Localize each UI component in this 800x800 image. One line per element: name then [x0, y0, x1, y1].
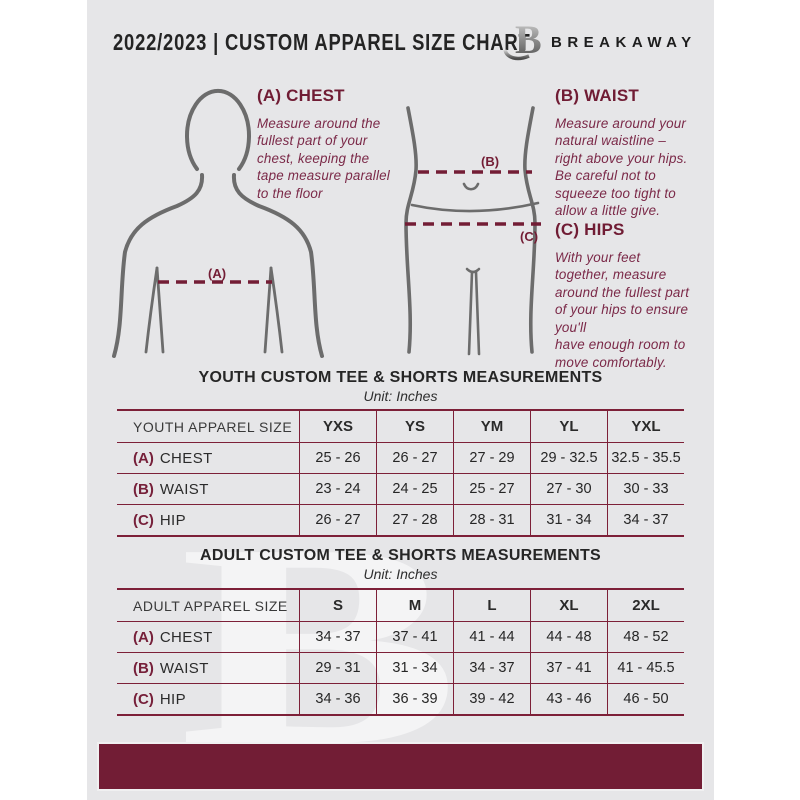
measurement-value: 26 - 27	[299, 505, 376, 535]
row-label: (B) WAIST	[117, 653, 299, 683]
waist-line-label: (B)	[481, 154, 499, 169]
row-label-prefix: (B)	[133, 480, 154, 498]
size-column-header: M	[376, 590, 453, 621]
size-column-header: S	[299, 590, 376, 621]
measurement-value: 37 - 41	[376, 622, 453, 652]
measurement-value: 24 - 25	[376, 474, 453, 504]
measurement-value: 34 - 36	[299, 684, 376, 714]
measurement-row: (B) WAIST 29 - 31 31 - 34 34 - 37 37 - 41 41 -…	[117, 653, 684, 684]
brand-watermark-letter: B	[179, 484, 460, 800]
row-label: (A) CHEST	[117, 443, 299, 473]
measurement-value: 26 - 27	[376, 443, 453, 473]
hips-body-text: With your feet together, measure around …	[555, 250, 690, 370]
row-label-text: CHEST	[159, 628, 213, 646]
row-label: (C) HIP	[117, 684, 299, 714]
adult-table-unit: Unit: Inches	[363, 566, 438, 582]
measurement-value: 31 - 34	[376, 653, 453, 683]
measurement-value: 32.5 - 35.5	[607, 443, 684, 473]
measurement-row: (C) HIP 26 - 27 27 - 28 28 - 31 31 - 34 34 - 3…	[117, 505, 684, 535]
measurement-value: 39 - 42	[453, 684, 530, 714]
row-label-prefix: (B)	[133, 659, 154, 677]
row-label: (A) CHEST	[117, 622, 299, 652]
waist-instructions: (B) WAIST Measure around your natural wa…	[555, 86, 713, 220]
measurement-value: 37 - 41	[530, 653, 607, 683]
measurement-value: 43 - 46	[530, 684, 607, 714]
row-label-text: CHEST	[159, 449, 213, 467]
row-label-text: HIP	[159, 690, 187, 708]
measurement-value: 25 - 27	[453, 474, 530, 504]
measurement-value: 31 - 34	[530, 505, 607, 535]
row-label-prefix: (A)	[133, 628, 154, 646]
measurement-value: 46 - 50	[607, 684, 684, 714]
breakaway-logo-icon: B	[503, 14, 545, 67]
measurement-value: 36 - 39	[376, 684, 453, 714]
size-column-header: YM	[453, 411, 530, 442]
measurement-value: 25 - 26	[299, 443, 376, 473]
youth-table-unit: Unit: Inches	[363, 388, 438, 404]
row-label-text: WAIST	[159, 480, 209, 498]
measurement-value: 27 - 29	[453, 443, 530, 473]
apparel-size-header: YOUTH APPAREL SIZE	[133, 418, 293, 435]
measurement-value: 41 - 45.5	[607, 653, 684, 683]
chest-line-label: (A)	[208, 266, 226, 281]
measurement-value: 34 - 37	[299, 622, 376, 652]
adult-size-table: ADULT APPAREL SIZE S M L XL 2XL (A) CHEST 34 - 3…	[117, 588, 684, 716]
table-header-row: YOUTH APPAREL SIZE YXS YS YM YL YXL	[117, 411, 684, 443]
logo-b-glyph: B	[515, 17, 542, 62]
row-label-text: HIP	[159, 511, 187, 529]
row-label-prefix: (C)	[133, 690, 154, 708]
page-title: 2022/2023 | CUSTOM APPAREL SIZE CHART	[113, 29, 531, 55]
size-column-header: YXS	[299, 411, 376, 442]
waist-heading: (B) WAIST	[555, 86, 639, 105]
measurement-value: 34 - 37	[453, 653, 530, 683]
measurement-value: 27 - 30	[530, 474, 607, 504]
lower-body-diagram: (B) (C)	[389, 106, 551, 365]
size-chart-page: B 2022/2023 | CUSTOM APPAREL SIZE CHART …	[87, 0, 714, 800]
row-label-text: WAIST	[159, 659, 209, 677]
size-column-header: XL	[530, 590, 607, 621]
measurement-value: 44 - 48	[530, 622, 607, 652]
apparel-size-header: ADULT APPAREL SIZE	[133, 597, 288, 614]
footer-accent-bar	[97, 742, 704, 791]
measurement-value: 23 - 24	[299, 474, 376, 504]
measurement-value: 48 - 52	[607, 622, 684, 652]
row-label: (B) WAIST	[117, 474, 299, 504]
size-column-header: YXL	[607, 411, 684, 442]
brand-name: BREAKAWAY	[551, 34, 697, 51]
youth-table-title: YOUTH CUSTOM TEE & SHORTS MEASUREMENTS	[198, 369, 603, 386]
row-label: (C) HIP	[117, 505, 299, 535]
hips-line-label: (C)	[520, 229, 538, 244]
chest-instructions: (A) CHEST Measure around the fullest par…	[257, 86, 415, 202]
measurement-value: 29 - 32.5	[530, 443, 607, 473]
size-column-header: L	[453, 590, 530, 621]
size-column-header: YS	[376, 411, 453, 442]
measurement-value: 34 - 37	[607, 505, 684, 535]
table-header-row: ADULT APPAREL SIZE S M L XL 2XL	[117, 590, 684, 622]
upper-body-diagram: (A)	[112, 80, 324, 367]
measurement-value: 28 - 31	[453, 505, 530, 535]
chest-heading: (A) CHEST	[257, 86, 345, 105]
measurement-value: 29 - 31	[299, 653, 376, 683]
hips-instructions: (C) HIPS With your feet together, measur…	[555, 220, 713, 371]
measurement-row: (C) HIP 34 - 36 36 - 39 39 - 42 43 - 46 46 - 5…	[117, 684, 684, 714]
measurement-value: 30 - 33	[607, 474, 684, 504]
hips-heading: (C) HIPS	[555, 220, 625, 239]
size-column-header: YL	[530, 411, 607, 442]
measurement-value: 27 - 28	[376, 505, 453, 535]
chest-body-text: Measure around the fullest part of your …	[257, 116, 390, 201]
youth-size-table: YOUTH APPAREL SIZE YXS YS YM YL YXL (A) CHEST 25…	[117, 409, 684, 537]
measurement-row: (B) WAIST 23 - 24 24 - 25 25 - 27 27 - 30 30 -…	[117, 474, 684, 505]
row-label-prefix: (C)	[133, 511, 154, 529]
measurement-row: (A) CHEST 34 - 37 37 - 41 41 - 44 44 - 48 48 -…	[117, 622, 684, 653]
adult-table-title: ADULT CUSTOM TEE & SHORTS MEASUREMENTS	[199, 547, 602, 564]
size-column-header: 2XL	[607, 590, 684, 621]
row-label-prefix: (A)	[133, 449, 154, 467]
measurement-row: (A) CHEST 25 - 26 26 - 27 27 - 29 29 - 32.5 32…	[117, 443, 684, 474]
waist-body-text: Measure around your natural waistline – …	[555, 116, 688, 219]
measurement-value: 41 - 44	[453, 622, 530, 652]
